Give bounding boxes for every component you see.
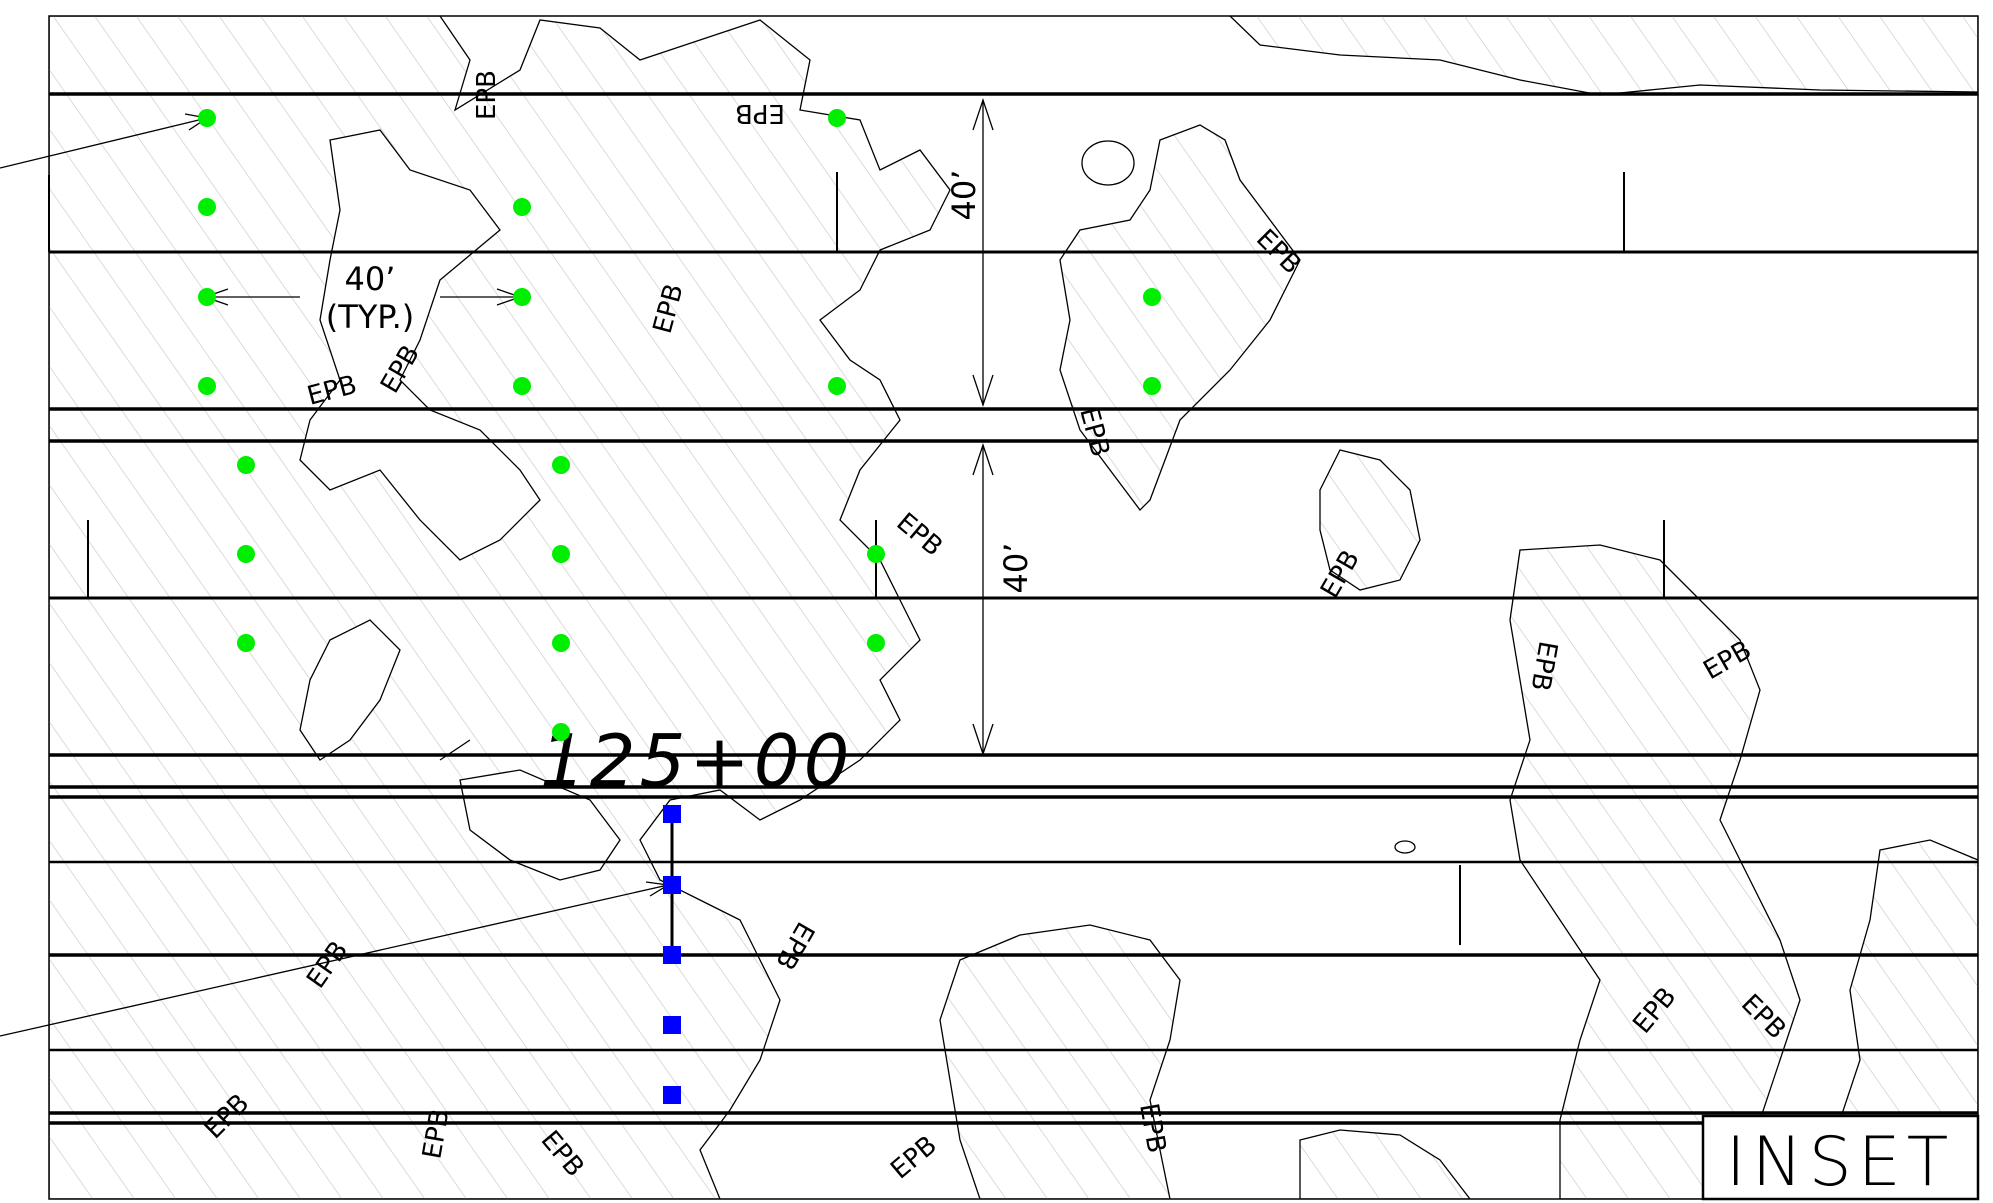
green-marker bbox=[237, 634, 255, 652]
green-marker bbox=[1143, 288, 1161, 306]
dim-label-vertical-top: 40’ bbox=[945, 170, 983, 221]
inset-box bbox=[1701, 1114, 1980, 1201]
unhatched-island-a bbox=[299, 129, 541, 561]
dim-label-horizontal-note: (TYP.) bbox=[326, 298, 415, 336]
green-marker bbox=[1143, 377, 1161, 395]
green-marker bbox=[513, 377, 531, 395]
hatched-region-middle bbox=[1059, 124, 1301, 511]
epb-label: EPB bbox=[891, 507, 949, 562]
green-marker bbox=[237, 545, 255, 563]
station-label: 125+00 bbox=[540, 719, 853, 803]
blue-marker bbox=[663, 1016, 681, 1034]
hatched-areas bbox=[49, 16, 1978, 1199]
green-marker bbox=[198, 288, 216, 306]
unhatched-island-b bbox=[299, 619, 401, 761]
vertical-dimension-top bbox=[972, 97, 994, 408]
green-marker bbox=[552, 723, 570, 741]
green-marker bbox=[828, 377, 846, 395]
hatched-region-oval bbox=[1319, 449, 1421, 591]
dim-label-horizontal-value: 40’ bbox=[345, 260, 396, 298]
green-marker bbox=[552, 634, 570, 652]
green-marker bbox=[867, 545, 885, 563]
hatched-region-bottom-center bbox=[1299, 1129, 1471, 1199]
dim-label-vertical-bottom: 40’ bbox=[997, 543, 1035, 594]
green-marker bbox=[198, 377, 216, 395]
blue-marker-group bbox=[663, 805, 681, 1104]
vertical-dimension-bottom bbox=[972, 442, 994, 757]
green-marker bbox=[198, 198, 216, 216]
green-marker bbox=[513, 288, 531, 306]
green-marker-group bbox=[198, 109, 1161, 741]
hatched-region-bottom-middle bbox=[939, 924, 1181, 1199]
hatched-region-left bbox=[49, 16, 951, 1199]
green-marker bbox=[552, 456, 570, 474]
epb-label: EPB bbox=[472, 70, 502, 120]
inset-label: INSET bbox=[1726, 1123, 1955, 1202]
epb-label: EPB bbox=[735, 98, 785, 128]
green-marker bbox=[198, 109, 216, 127]
blue-marker bbox=[663, 805, 681, 823]
green-marker bbox=[828, 109, 846, 127]
epb-label: EPB bbox=[885, 1130, 943, 1185]
small-outline-top bbox=[1081, 140, 1135, 186]
hatched-region-top-right bbox=[1229, 16, 1978, 96]
small-outline-mid bbox=[1394, 840, 1416, 854]
green-marker bbox=[237, 456, 255, 474]
lane-lines bbox=[49, 92, 1978, 1125]
blue-marker bbox=[663, 1086, 681, 1104]
epb-label: EPB bbox=[769, 917, 820, 975]
green-marker bbox=[552, 545, 570, 563]
green-marker bbox=[513, 198, 531, 216]
vertical-ticks bbox=[48, 172, 1665, 945]
green-marker bbox=[867, 634, 885, 652]
blue-marker bbox=[663, 876, 681, 894]
blue-marker bbox=[663, 946, 681, 964]
